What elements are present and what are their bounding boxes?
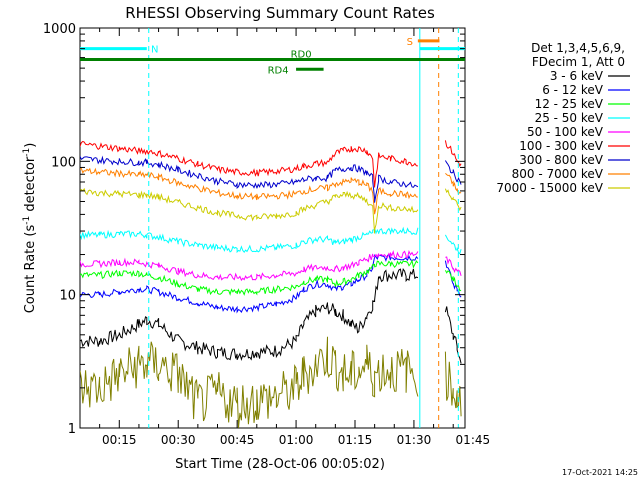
plot-frame [79, 27, 466, 429]
x-tick-label: 01:45 [456, 433, 491, 447]
x-tick-label: 00:30 [161, 433, 196, 447]
legend-header-2: FDecim 1, Att 0 [532, 55, 625, 69]
x-tick-label: 00:45 [220, 433, 255, 447]
x-tick-label: 01:15 [338, 433, 373, 447]
chart-title: RHESSI Observing Summary Count Rates [125, 4, 435, 22]
y-tick-label: 10 [59, 289, 76, 304]
series-line-3 [80, 259, 462, 296]
series-group [80, 140, 462, 428]
series-line-6 [80, 140, 462, 188]
annotation-label-s: S [407, 37, 413, 48]
legend-label-6: 100 - 300 keV [519, 139, 603, 153]
y-tick-label: 1000 [43, 22, 76, 37]
x-axis: 00:15 00:30 00:45 01:00 01:15 01:30 01:45 [79, 28, 491, 447]
annotation-label-n: N [151, 45, 158, 56]
x-tick-label: 01:30 [397, 433, 432, 447]
legend-header-1: Det 1,3,4,5,6,9, [531, 41, 625, 55]
x-tick-label: 00:15 [102, 433, 137, 447]
y-tick-label: 100 [51, 155, 76, 170]
y-axis-label: Count Rate (s-1 detector-1) [22, 143, 38, 314]
series-line-1 [80, 267, 462, 364]
y-tick-label: 1 [68, 422, 76, 437]
annotation-label-rd0: RD0 [291, 50, 312, 61]
legend-label-1: 3 - 6 keV [550, 69, 604, 83]
legend-label-5: 50 - 100 keV [527, 125, 604, 139]
x-tick-label: 01:00 [279, 433, 314, 447]
legend-label-7: 300 - 800 keV [519, 153, 603, 167]
legend-label-2: 6 - 12 keV [542, 83, 604, 97]
footer-date: 17-Oct-2021 14:25 [562, 468, 638, 477]
legend-label-9: 7000 - 15000 keV [496, 181, 603, 195]
series-line-10 [80, 336, 462, 428]
legend: Det 1,3,4,5,6,9, FDecim 1, Att 0 3 - 6 k… [496, 41, 630, 195]
legend-label-3: 12 - 25 keV [535, 97, 604, 111]
annotation-label-rd4: RD4 [268, 65, 289, 76]
series-line-7 [80, 155, 462, 203]
series-line-9 [80, 187, 462, 234]
x-axis-label: Start Time (28-Oct-06 00:05:02) [175, 457, 385, 472]
legend-label-4: 25 - 50 keV [535, 111, 604, 125]
legend-label-8: 800 - 7000 keV [512, 167, 604, 181]
series-line-5 [80, 249, 462, 282]
series-line-4 [80, 226, 462, 255]
y-axis: 1 10 100 1000 [43, 22, 465, 437]
